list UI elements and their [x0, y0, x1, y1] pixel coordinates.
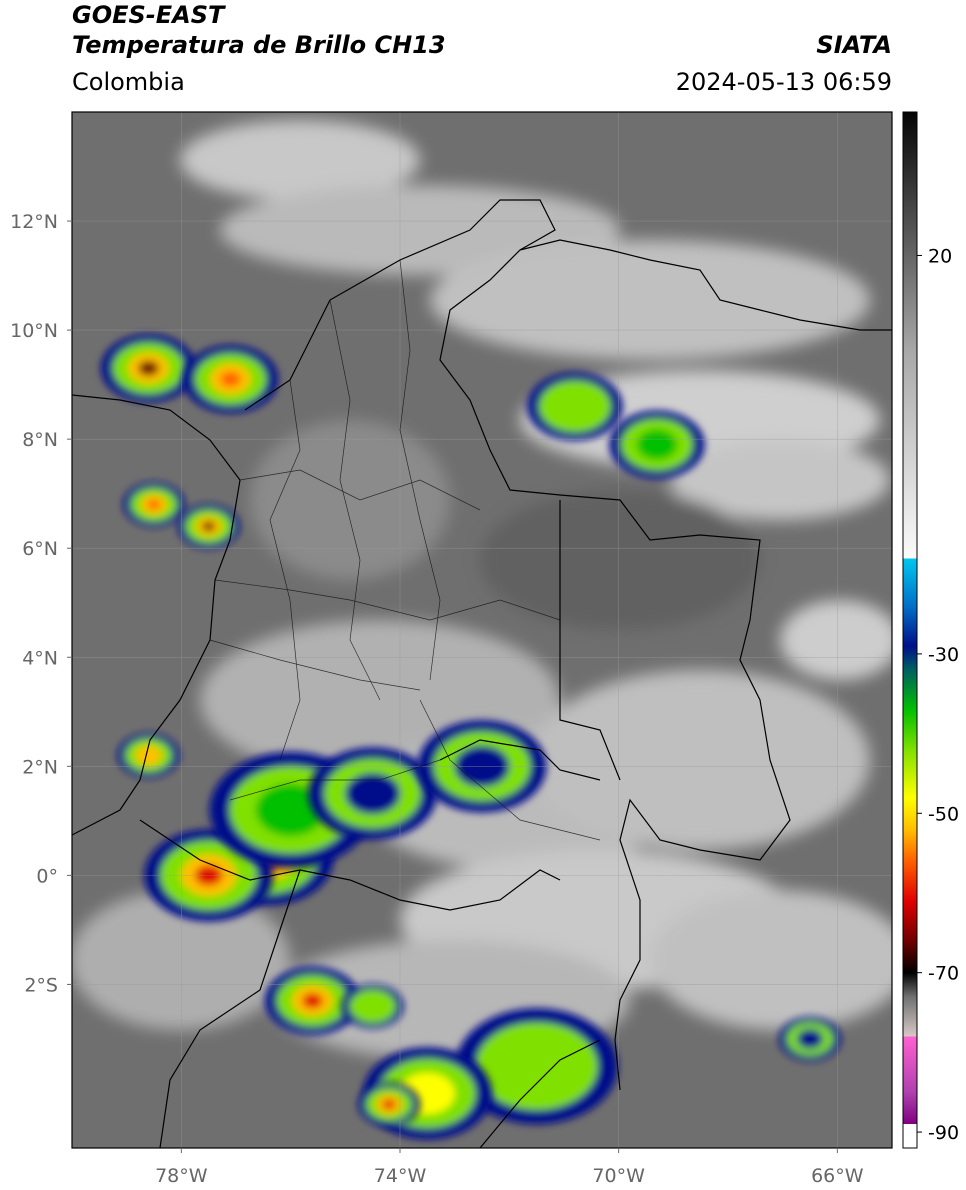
department-borders — [209, 259, 601, 841]
storm-cells — [100, 334, 841, 1140]
lon-tick-label: 70°W — [592, 1165, 645, 1187]
storm-cell — [609, 410, 705, 479]
datetime-label: 2024-05-13 06:59 — [675, 68, 892, 96]
storm-cell — [341, 984, 404, 1029]
lat-tick-label: 2°N — [22, 756, 58, 778]
lat-tick-label: 12°N — [10, 211, 58, 233]
longitude-axis: 78°W 74°W 70°W 66°W — [155, 1148, 864, 1187]
lat-tick-label: 6°N — [22, 538, 58, 560]
storm-cell — [455, 1008, 618, 1125]
header-left: GOES-EAST Temperatura de Brillo CH13 Col… — [72, 0, 446, 98]
colorbar-tick-label: -70 — [928, 963, 959, 985]
satellite-image — [72, 112, 892, 1148]
lon-tick-label: 78°W — [155, 1165, 208, 1187]
colorbar-scale — [902, 111, 918, 1149]
region-label: Colombia — [72, 68, 185, 96]
storm-cell — [527, 372, 623, 441]
storm-cell — [264, 966, 361, 1035]
map-frame — [71, 111, 893, 1149]
lat-tick-label: 10°N — [10, 320, 58, 342]
product-title: Temperatura de Brillo CH13 — [72, 31, 446, 59]
lat-tick-label: 8°N — [22, 429, 58, 451]
header-right: SIATA 2024-05-13 06:59 — [676, 30, 892, 98]
latitude-axis: 12°N 10°N 8°N 6°N 4°N 2°N 0° 2°S — [10, 211, 72, 996]
brand-label: SIATA — [816, 31, 892, 59]
storm-cell — [177, 504, 240, 549]
colorbar-ticks: 20 -30 -50 -70 -90 — [917, 245, 959, 1144]
colorbar-tick-label: -30 — [928, 644, 959, 666]
storm-cell — [182, 345, 279, 414]
lat-tick-label: 2°S — [24, 974, 58, 996]
lon-tick-label: 66°W — [811, 1165, 864, 1187]
colorbar-tick-label: 20 — [928, 245, 952, 267]
storm-cell — [308, 747, 438, 840]
storm-cell — [779, 1016, 841, 1061]
storm-cell — [123, 482, 185, 527]
lat-tick-label: 4°N — [22, 647, 58, 669]
lat-tick-label: 0° — [36, 865, 58, 887]
satellite-title: GOES-EAST — [72, 1, 225, 29]
storm-cell — [358, 1082, 420, 1127]
storm-cell — [117, 733, 180, 778]
colorbar: 20 -30 -50 -70 -90 — [902, 111, 959, 1149]
storm-cell — [100, 334, 197, 403]
colorbar-tick-label: -50 — [928, 803, 959, 825]
lon-tick-label: 74°W — [374, 1165, 427, 1187]
colorbar-tick-label: -90 — [928, 1122, 959, 1144]
